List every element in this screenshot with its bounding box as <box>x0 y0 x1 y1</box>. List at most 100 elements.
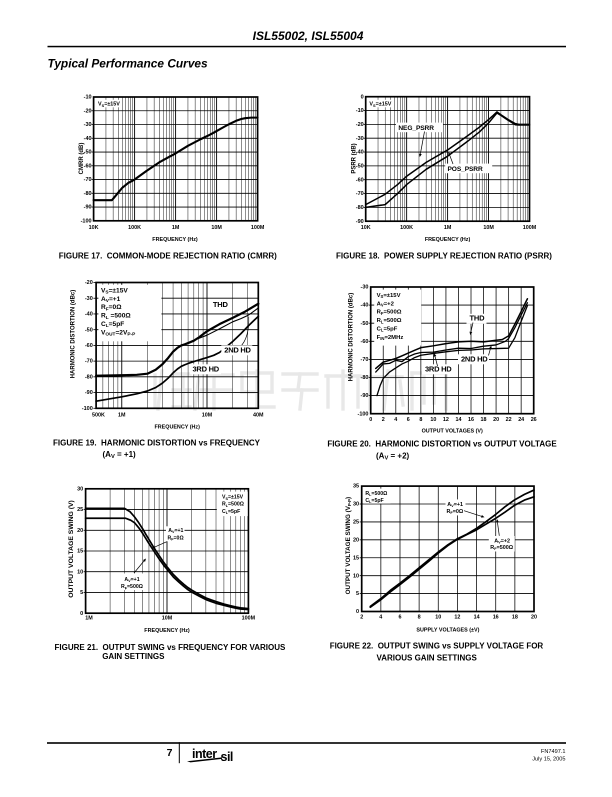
svg-text:100M: 100M <box>251 225 265 231</box>
svg-text:FIGURE 18. POWER SUPPLY REJEC: FIGURE 18. POWER SUPPLY REJECTION RATIO … <box>336 251 552 260</box>
svg-text:0: 0 <box>369 417 372 423</box>
svg-text:-20: -20 <box>356 122 364 128</box>
svg-text:VS=±15V: VS=±15V <box>98 102 120 108</box>
svg-text:-40: -40 <box>85 312 93 318</box>
svg-text:sil: sil <box>221 750 233 764</box>
svg-text:-90: -90 <box>85 390 93 396</box>
svg-text:12: 12 <box>443 417 449 423</box>
svg-text:-60: -60 <box>361 339 369 345</box>
svg-text:RF=500Ω: RF=500Ω <box>377 310 402 316</box>
svg-text:CL=5pF: CL=5pF <box>101 321 124 329</box>
svg-text:1M: 1M <box>172 225 180 231</box>
svg-text:Typical Performance Curves: Typical Performance Curves <box>48 57 209 71</box>
svg-text:8: 8 <box>419 417 422 423</box>
svg-text:10: 10 <box>430 417 436 423</box>
svg-text:FREQUENCY (Hz): FREQUENCY (Hz) <box>425 237 471 243</box>
svg-text:-80: -80 <box>356 205 364 211</box>
svg-text:100K: 100K <box>400 225 413 231</box>
svg-text:GAIN SETTINGS: GAIN SETTINGS <box>102 652 165 661</box>
svg-text:OUTPUT VOLTAGES (V): OUTPUT VOLTAGES (V) <box>422 428 483 434</box>
svg-text:AV=+1: AV=+1 <box>124 577 139 583</box>
svg-text:0: 0 <box>356 609 359 615</box>
svg-text:7: 7 <box>167 747 173 759</box>
svg-text:16: 16 <box>493 614 499 620</box>
svg-text:10: 10 <box>353 573 359 579</box>
svg-text:10K: 10K <box>361 225 371 231</box>
svg-text:20: 20 <box>493 417 499 423</box>
svg-text:-70: -70 <box>356 191 364 197</box>
svg-text:-90: -90 <box>356 219 364 225</box>
svg-text:RF=500Ω: RF=500Ω <box>121 584 143 590</box>
svg-text:25: 25 <box>353 520 359 526</box>
svg-text:14: 14 <box>474 614 480 620</box>
svg-text:6: 6 <box>407 417 410 423</box>
svg-text:FREQUENCY (Hz): FREQUENCY (Hz) <box>144 628 190 634</box>
svg-text:10: 10 <box>435 614 441 620</box>
svg-text:14: 14 <box>456 417 462 423</box>
svg-text:-50: -50 <box>361 321 369 327</box>
svg-text:VOUT=2VP-P: VOUT=2VP-P <box>101 329 135 337</box>
svg-text:100M: 100M <box>523 225 537 231</box>
svg-text:-80: -80 <box>85 375 93 381</box>
svg-text:-50: -50 <box>356 164 364 170</box>
svg-text:VS=±15V: VS=±15V <box>377 293 401 299</box>
svg-text:35: 35 <box>353 484 359 490</box>
svg-text:18: 18 <box>481 417 487 423</box>
svg-text:1M: 1M <box>444 225 452 231</box>
svg-text:NEG_PSRR: NEG_PSRR <box>398 125 434 132</box>
svg-text:HARMONIC DISTORTION (dBc): HARMONIC DISTORTION (dBc) <box>348 293 354 382</box>
svg-text:20: 20 <box>77 528 83 534</box>
svg-text:2ND HD: 2ND HD <box>224 346 251 355</box>
svg-text:FREQUENCY (Hz): FREQUENCY (Hz) <box>154 425 200 431</box>
svg-text:RL =500Ω: RL =500Ω <box>101 313 131 321</box>
svg-text:-100: -100 <box>82 406 93 412</box>
svg-text:FIN=2MHz: FIN=2MHz <box>377 335 404 341</box>
svg-text:THD: THD <box>470 313 486 322</box>
svg-text:PSRR (dB): PSRR (dB) <box>352 143 358 173</box>
svg-text:-80: -80 <box>84 191 92 197</box>
svg-text:8: 8 <box>418 614 421 620</box>
svg-text:20: 20 <box>353 537 359 543</box>
svg-text:100M: 100M <box>242 616 256 622</box>
svg-text:POS_PSRR: POS_PSRR <box>448 166 483 173</box>
svg-text:-70: -70 <box>84 177 92 183</box>
svg-text:OUTPUT VOLTAGE SWING (V): OUTPUT VOLTAGE SWING (V) <box>68 500 75 598</box>
svg-text:10M: 10M <box>211 225 222 231</box>
svg-text:CL=5pF: CL=5pF <box>365 498 383 504</box>
svg-text:26: 26 <box>531 417 537 423</box>
svg-text:FREQUENCY (Hz): FREQUENCY (Hz) <box>152 237 198 243</box>
svg-text:5: 5 <box>356 591 359 597</box>
svg-text:FIGURE 20. HARMONIC DISTORTIO: FIGURE 20. HARMONIC DISTORTION vs OUTPUT… <box>327 440 557 449</box>
svg-text:-60: -60 <box>85 343 93 349</box>
svg-text:VARIOUS GAIN SETTINGS: VARIOUS GAIN SETTINGS <box>377 654 478 663</box>
svg-text:2: 2 <box>360 614 363 620</box>
svg-text:0: 0 <box>80 611 83 617</box>
svg-text:RF=500Ω: RF=500Ω <box>490 545 513 551</box>
svg-text:THD: THD <box>213 300 229 309</box>
svg-text:-90: -90 <box>84 205 92 211</box>
svg-text:-40: -40 <box>356 150 364 156</box>
svg-text:-80: -80 <box>361 375 369 381</box>
svg-text:-90: -90 <box>361 393 369 399</box>
svg-text:inter: inter <box>192 747 217 761</box>
svg-text:-100: -100 <box>81 218 92 224</box>
svg-text:3RD HD: 3RD HD <box>425 365 452 374</box>
svg-text:SUPPLY VOLTAGES (±V): SUPPLY VOLTAGES (±V) <box>416 627 479 633</box>
svg-text:VS=±15V: VS=±15V <box>222 495 244 501</box>
svg-text:FIGURE 21. OUTPUT SWING vs FR: FIGURE 21. OUTPUT SWING vs FREQUENCY FOR… <box>55 643 287 652</box>
svg-text:500K: 500K <box>92 412 105 418</box>
svg-text:RL=500Ω: RL=500Ω <box>222 502 244 508</box>
svg-text:5: 5 <box>80 590 83 596</box>
svg-text:15: 15 <box>353 555 359 561</box>
svg-text:30: 30 <box>77 486 83 492</box>
svg-text:FN7497.1: FN7497.1 <box>541 749 566 755</box>
svg-text:-60: -60 <box>84 163 92 169</box>
svg-text:20: 20 <box>531 614 537 620</box>
svg-text:CMRR (dB): CMRR (dB) <box>79 143 85 175</box>
svg-text:VS=±15V: VS=±15V <box>101 287 128 295</box>
svg-text:3RD HD: 3RD HD <box>193 365 220 374</box>
svg-text:1M: 1M <box>118 412 126 418</box>
svg-text:-30: -30 <box>361 285 369 291</box>
svg-text:-40: -40 <box>361 303 369 309</box>
svg-text:FIGURE 17. COMMON-MODE REJECT: FIGURE 17. COMMON-MODE REJECTION RATIO (… <box>59 251 277 260</box>
